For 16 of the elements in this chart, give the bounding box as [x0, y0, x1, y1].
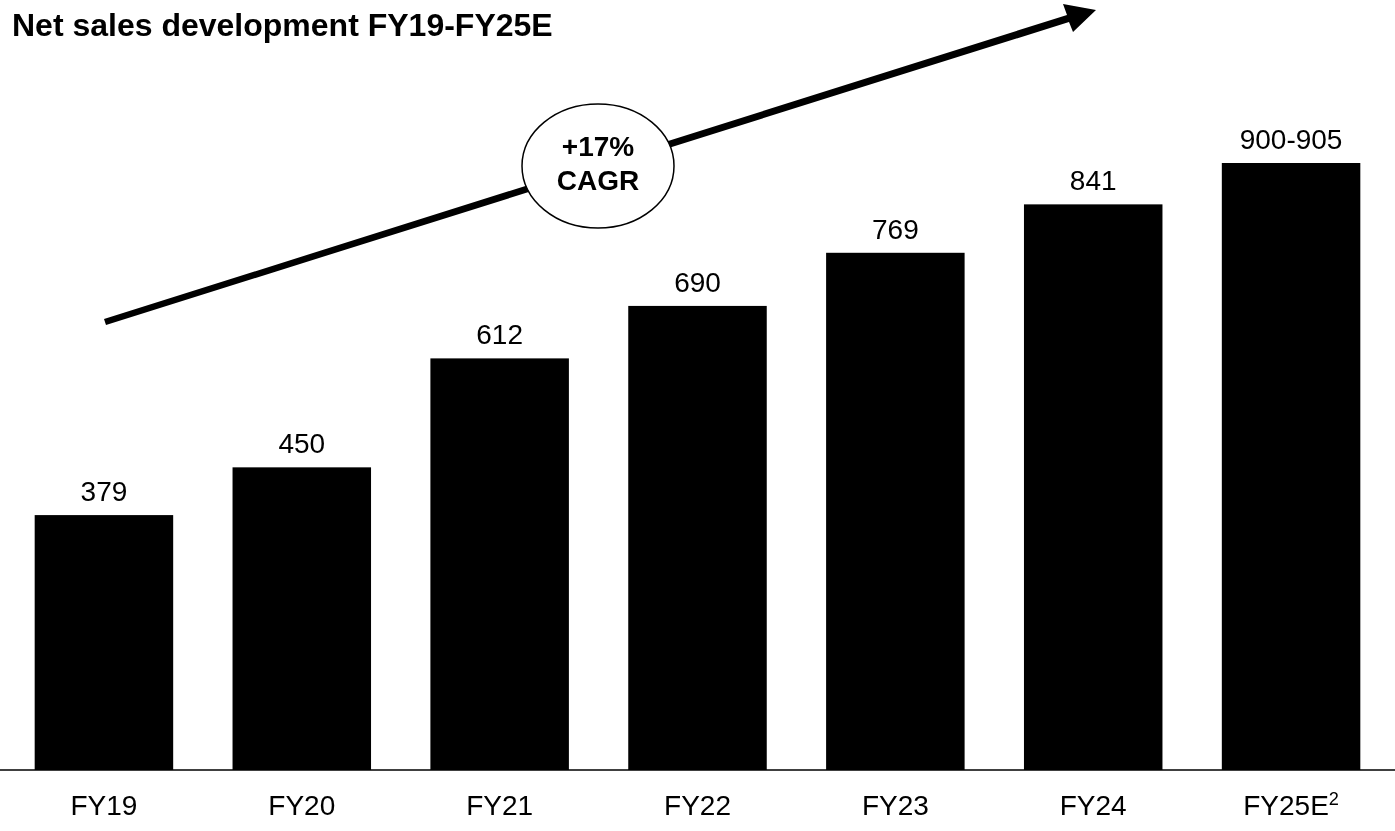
data-label: 900-905	[1239, 124, 1343, 155]
annotation: +17% CAGR	[556, 131, 640, 196]
data-label: 690	[674, 266, 721, 298]
x-tick-label: FY25E$^{2}$	[1243, 789, 1339, 821]
x-tick-label: FY22	[664, 790, 731, 821]
data-label: 769	[872, 213, 919, 245]
chart-title: Net sales development FY19-FY25E	[12, 7, 553, 43]
x-tick-label: FY23	[861, 790, 929, 821]
x-tick-label: FY21	[466, 790, 534, 821]
x-tick-label: FY20	[268, 790, 336, 821]
data-label: 841	[1069, 165, 1117, 197]
data-label: 450	[278, 428, 326, 460]
data-label: 612	[476, 319, 523, 351]
x-tick-label: FY24	[1059, 790, 1127, 821]
x-tick-label: FY19	[70, 790, 138, 821]
data-label: 379	[80, 476, 128, 508]
